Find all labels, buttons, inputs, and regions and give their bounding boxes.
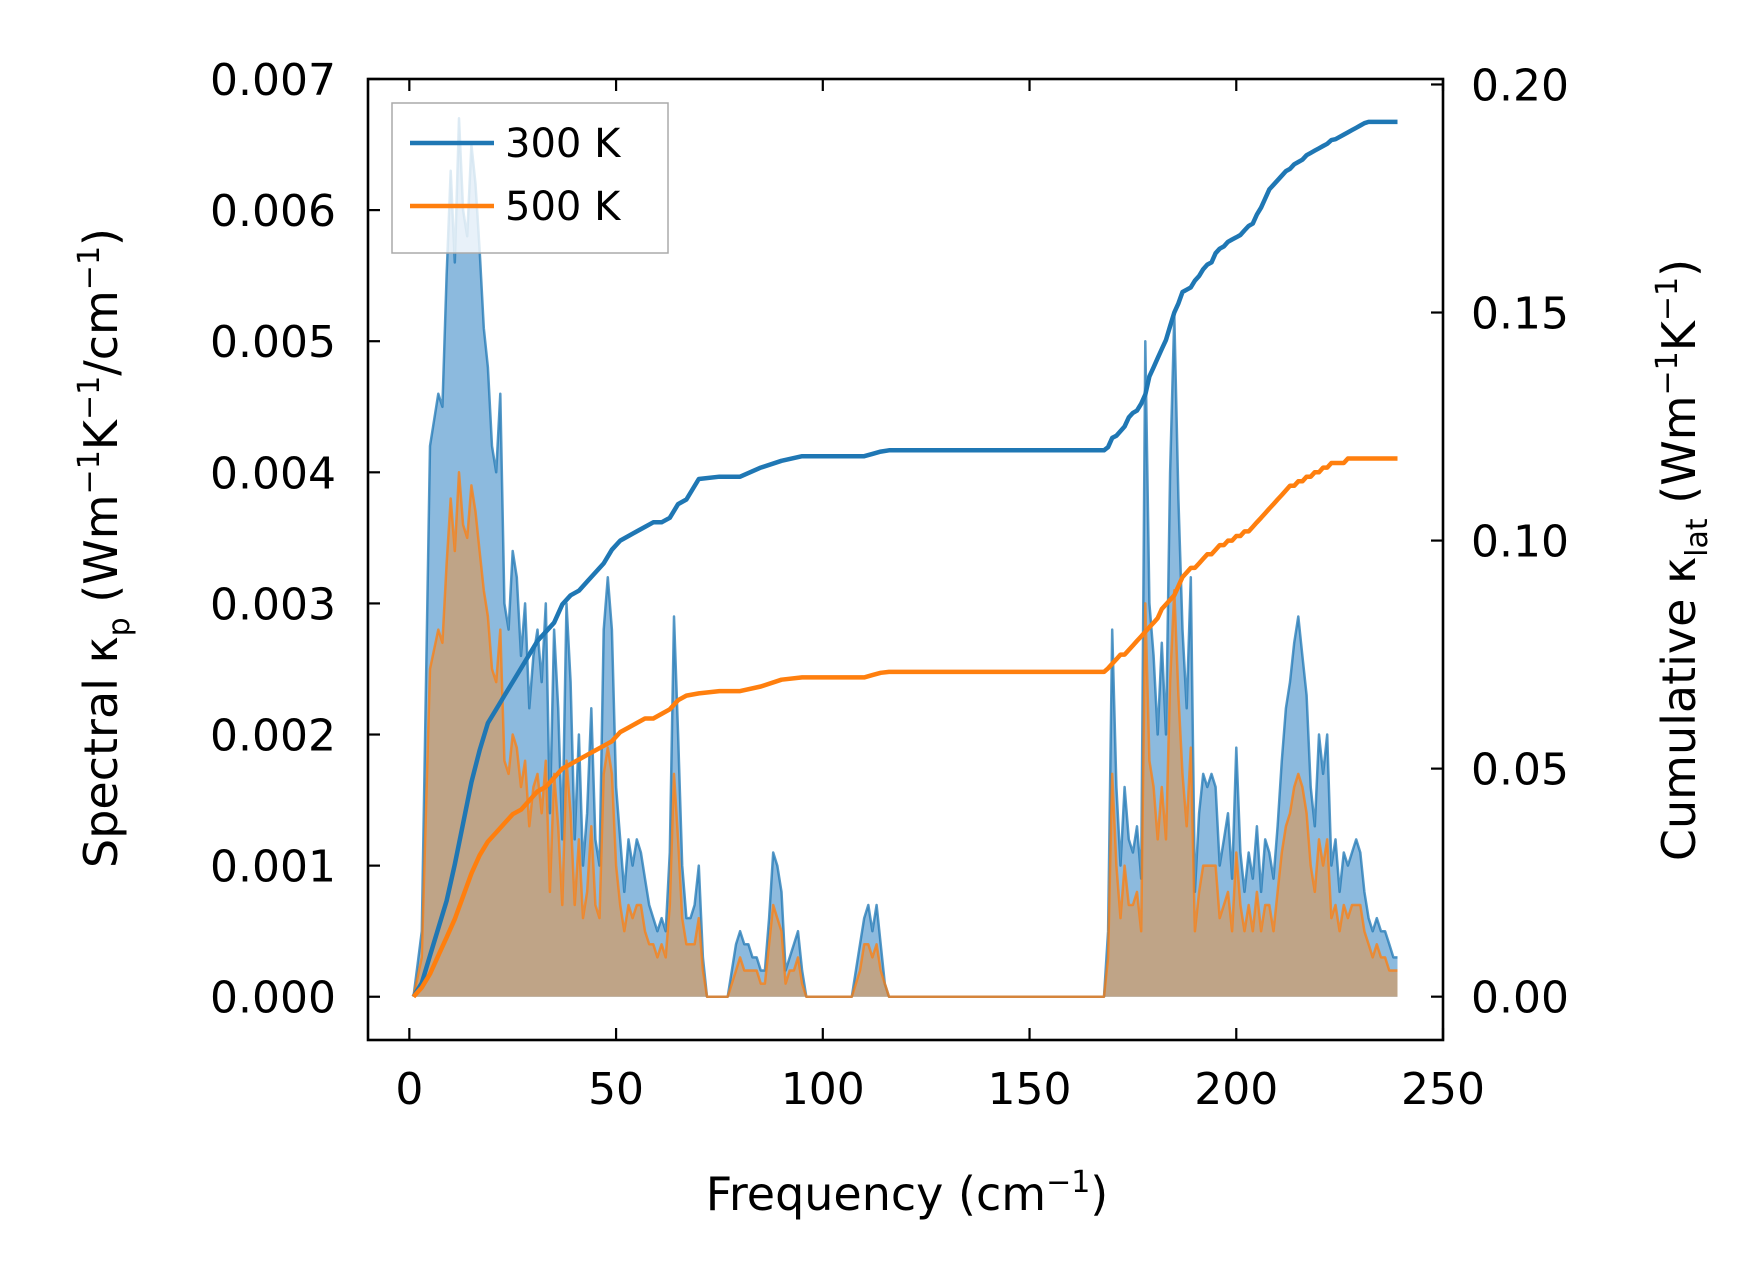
- left-tick-label: 0.001: [210, 842, 336, 893]
- right-axis-ticks: 0.00 0.05 0.10 0.15 0.20: [1431, 60, 1569, 1024]
- left-axis-ticks: 0.000 0.001 0.002 0.003 0.004 0.005 0.006 0.007: [210, 55, 380, 1024]
- x-tick-label: 150: [988, 1064, 1072, 1115]
- spectral-line-500k: [412, 471, 1398, 998]
- left-tick-label: 0.002: [210, 711, 336, 762]
- left-tick-label: 0.006: [210, 186, 336, 237]
- x-axis-label: Frequency (cm−1): [706, 1165, 1109, 1221]
- left-tick-label: 0.000: [210, 973, 336, 1024]
- left-tick-label: 0.005: [210, 317, 336, 368]
- x-axis-ticks: 0 50 100 150 200 250: [395, 79, 1485, 1115]
- left-tick-label: 0.007: [210, 55, 336, 106]
- right-axis-label: Cumulative κlat (Wm−1K−1): [1650, 259, 1715, 861]
- right-tick-label: 0.10: [1471, 517, 1569, 568]
- left-tick-label: 0.003: [210, 579, 336, 630]
- spectral-line-layer: [412, 117, 1398, 998]
- x-tick-label: 250: [1401, 1064, 1485, 1115]
- right-tick-label: 0.15: [1471, 289, 1569, 340]
- left-axis-label: Spectral κp (Wm−1K−1/cm−1): [72, 228, 137, 868]
- cumulative-line-layer: [411, 119, 1398, 999]
- legend: 300 K 500 K: [391, 102, 669, 254]
- cumulative-line-500k: [411, 456, 1398, 999]
- legend-label-300k: 300 K: [505, 121, 622, 167]
- right-tick-label: 0.05: [1471, 745, 1569, 796]
- x-tick-label: 100: [781, 1064, 865, 1115]
- x-tick-label: 200: [1194, 1064, 1278, 1115]
- left-tick-label: 0.004: [210, 448, 336, 499]
- right-tick-label: 0.00: [1471, 973, 1569, 1024]
- plot-frame: [366, 77, 1445, 1042]
- x-tick-label: 50: [588, 1064, 644, 1115]
- right-tick-label: 0.20: [1471, 60, 1569, 111]
- spectral-fill-500k: [413, 472, 1398, 997]
- x-tick-label: 0: [395, 1064, 423, 1115]
- legend-box: [391, 102, 669, 254]
- cumulative-line-300k: [411, 119, 1398, 998]
- legend-label-500k: 500 K: [505, 184, 622, 230]
